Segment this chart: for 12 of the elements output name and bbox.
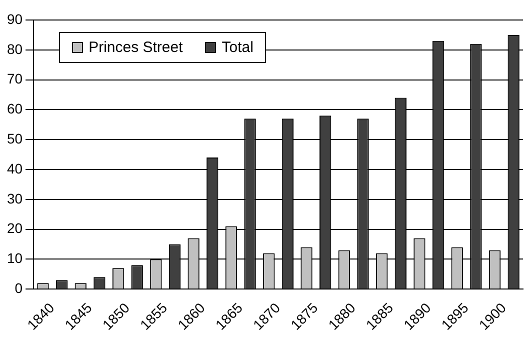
y-tick-label: 60 (6, 100, 23, 117)
y-tick-label: 80 (6, 40, 23, 57)
y-tick-label: 40 (6, 160, 23, 176)
legend-label: Total (222, 39, 254, 56)
y-tick-label: 90 (6, 10, 23, 27)
y-tick-label: 70 (6, 70, 23, 87)
y-tick-label: 30 (6, 190, 23, 206)
y-tick-label: 50 (6, 130, 23, 146)
y-tick-label: 0 (14, 280, 23, 296)
legend-label: Princes Street (88, 39, 183, 56)
y-tick-label: 10 (6, 250, 23, 266)
y-tick-label: 20 (6, 220, 23, 236)
